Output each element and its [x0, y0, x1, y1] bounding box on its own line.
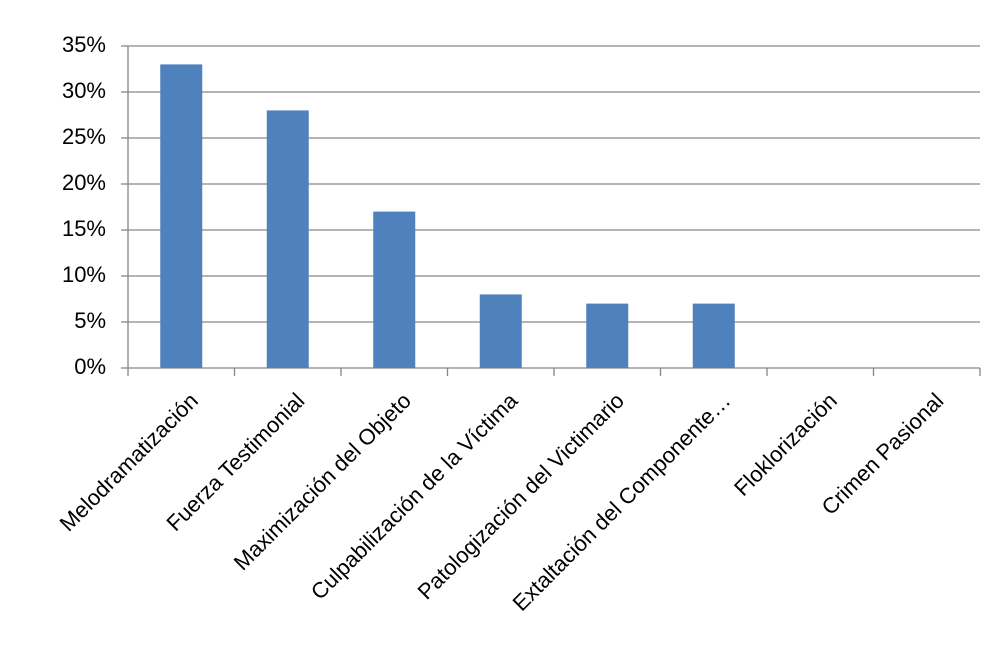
y-tick-label: 20% — [62, 170, 106, 195]
x-tick-label: Maximización del Objeto — [229, 388, 416, 575]
y-tick-label: 30% — [62, 78, 106, 103]
bar — [479, 294, 522, 368]
y-tick-label: 0% — [74, 354, 106, 379]
bar — [160, 64, 203, 369]
x-tick-label: Floklorización — [729, 388, 842, 501]
y-tick-label: 5% — [74, 308, 106, 333]
y-tick-label: 10% — [62, 262, 106, 287]
bar — [266, 110, 309, 369]
bar — [373, 211, 416, 368]
x-tick-label: Patologización del Victimario — [413, 388, 629, 604]
y-tick-label: 35% — [62, 32, 106, 57]
y-tick-label: 25% — [62, 124, 106, 149]
y-tick-label: 15% — [62, 216, 106, 241]
bar — [692, 303, 735, 368]
x-tick-label: Extaltación del Componente… — [508, 388, 736, 616]
x-tick-label: Culpabilización de la Víctima — [306, 387, 523, 604]
bar — [586, 303, 629, 368]
